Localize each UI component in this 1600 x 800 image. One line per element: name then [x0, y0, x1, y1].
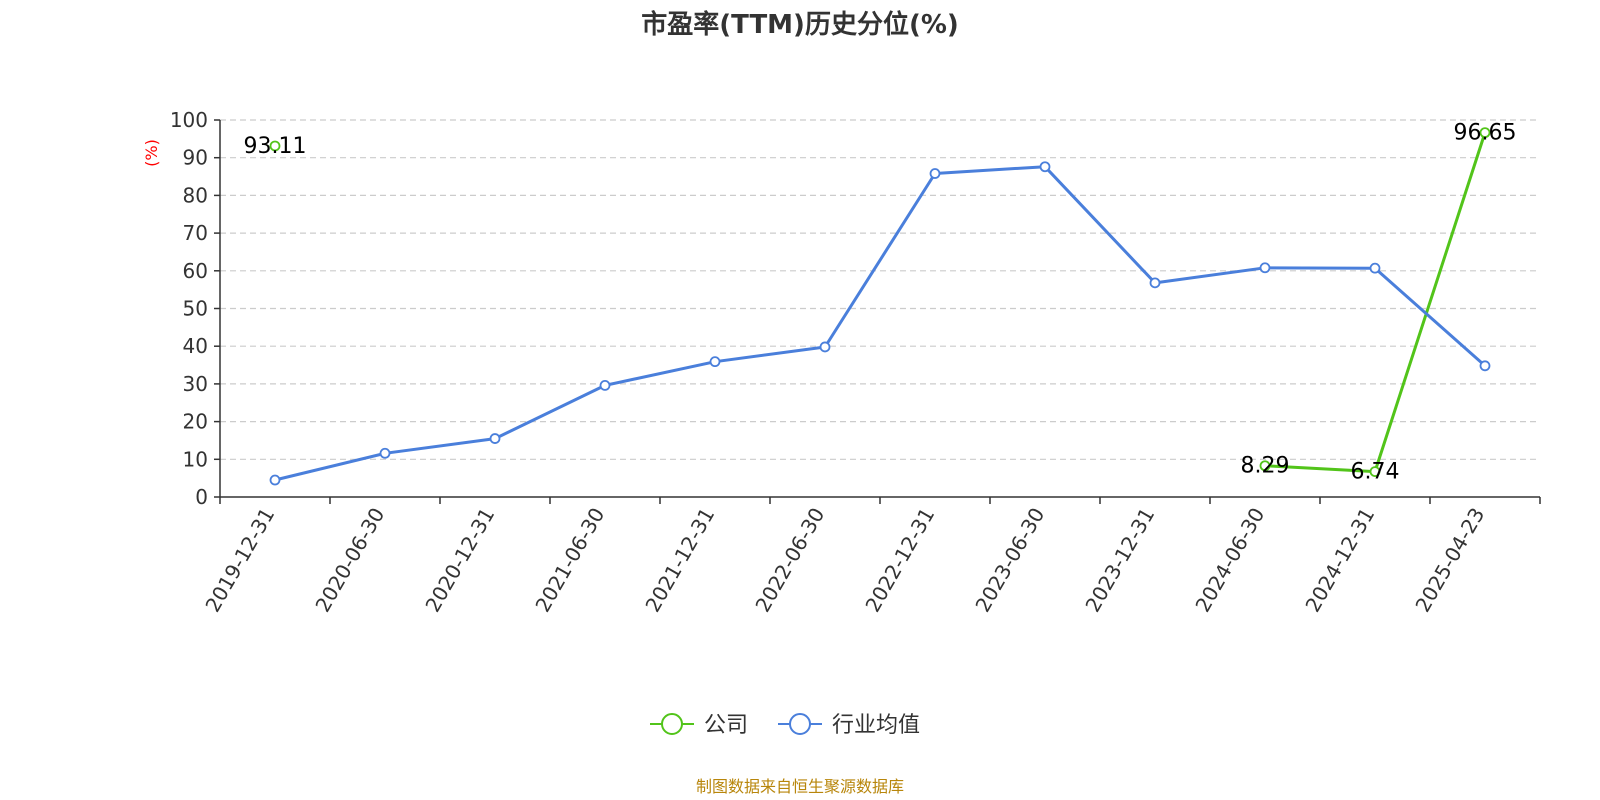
legend: 公司 行业均值	[650, 713, 920, 738]
data-label: 6.74	[1351, 460, 1400, 485]
x-tick-label: 2025-04-23	[1410, 504, 1489, 617]
y-tick-label: 10	[183, 447, 208, 471]
y-tick-label: 100	[170, 108, 208, 132]
x-tick-label: 2023-06-30	[970, 504, 1049, 617]
y-tick-label: 90	[183, 146, 208, 170]
axes: 0 10 20 30 40 50 60 70 80 90 100 2019-12-31 2020-06-…	[170, 108, 1541, 617]
data-point[interactable]	[269, 140, 281, 152]
legend-item-industry-average[interactable]: 行业均值	[778, 713, 920, 738]
y-axis-label: (%)	[142, 139, 161, 167]
y-tick-label: 70	[183, 221, 208, 245]
data-point[interactable]	[929, 168, 941, 179]
y-tick-label: 30	[183, 372, 208, 396]
data-point[interactable]	[1149, 277, 1161, 289]
legend-label: 公司	[704, 713, 748, 738]
data-point[interactable]	[1479, 127, 1491, 139]
series-line	[274, 165, 1486, 482]
y-tick-label: 60	[183, 259, 208, 283]
y-tick-label: 20	[183, 410, 208, 434]
series	[269, 127, 1491, 486]
data-label: 8.29	[1241, 454, 1290, 479]
data-point[interactable]	[1369, 262, 1381, 274]
data-point[interactable]	[379, 447, 391, 459]
x-tick-label: 2023-12-31	[1080, 504, 1159, 617]
data-point[interactable]	[489, 433, 501, 444]
source-note: 制图数据来自恒生聚源数据库	[696, 777, 904, 796]
x-tick-label: 2021-06-30	[530, 504, 609, 617]
legend-marker	[789, 713, 811, 735]
y-tick-label: 40	[183, 334, 208, 358]
data-label: 96.65	[1454, 121, 1517, 146]
x-tick-label: 2022-06-30	[750, 504, 829, 617]
chart-title: 市盈率(TTM)历史分位(%)	[641, 9, 959, 40]
data-point[interactable]	[1039, 161, 1051, 173]
legend-item-company[interactable]: 公司	[650, 713, 748, 738]
data-point[interactable]	[709, 356, 721, 368]
x-tick-label: 2020-06-30	[310, 504, 389, 617]
data-labels: 93.11 8.29 6.74 96.65	[244, 121, 1517, 485]
legend-label: 行业均值	[832, 713, 920, 738]
series-company	[269, 127, 1491, 477]
data-label: 93.11	[244, 134, 307, 159]
y-tick-label: 50	[183, 297, 208, 321]
data-point[interactable]	[1369, 466, 1381, 477]
data-point[interactable]	[1259, 460, 1271, 472]
y-tick-label: 80	[183, 183, 208, 207]
series-industry-average	[269, 161, 1491, 486]
x-tick-label: 2020-12-31	[420, 504, 499, 617]
legend-marker	[661, 713, 683, 735]
data-point[interactable]	[599, 380, 611, 391]
grid-lines	[220, 119, 1540, 460]
data-point[interactable]	[819, 341, 831, 353]
x-tick-label: 2019-12-31	[200, 504, 279, 617]
series-line	[1264, 132, 1487, 474]
x-tick-label: 2024-06-30	[1190, 504, 1269, 617]
data-point[interactable]	[1479, 360, 1491, 372]
data-point[interactable]	[269, 474, 281, 486]
x-tick-label: 2022-12-31	[860, 504, 939, 617]
y-tick-label: 0	[195, 485, 208, 509]
data-point[interactable]	[1259, 262, 1271, 274]
x-tick-label: 2021-12-31	[640, 504, 719, 617]
x-tick-label: 2024-12-31	[1300, 504, 1379, 617]
